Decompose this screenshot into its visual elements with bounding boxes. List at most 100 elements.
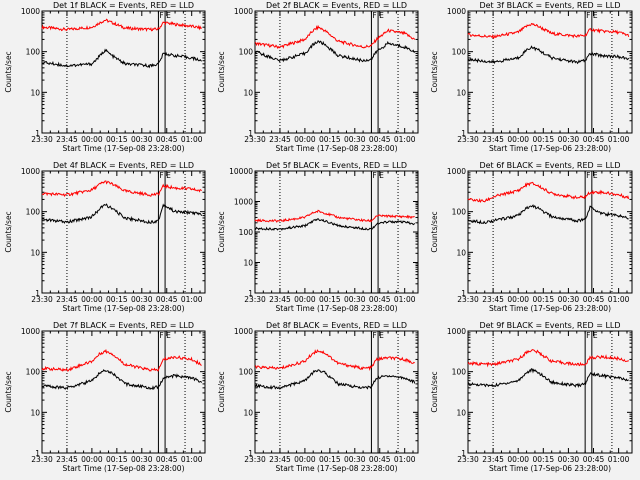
- x-tick-label: 00:45: [369, 135, 391, 144]
- y-tick-label: 1: [248, 449, 253, 458]
- time-marker-label: E: [166, 331, 171, 340]
- y-tick-label: 1000: [447, 327, 466, 336]
- plot-frame: [41, 170, 206, 294]
- x-axis-title: Start Time (17-Sep-08 23:28:00): [63, 144, 185, 153]
- lld-rate-line: [41, 348, 202, 372]
- x-tick-label: 00:45: [583, 135, 605, 144]
- y-tick-label: 10: [30, 408, 40, 417]
- x-tick-label: 00:00: [81, 135, 103, 144]
- y-tick-label: 1000: [21, 167, 40, 176]
- x-tick-label: 23:30: [31, 295, 53, 304]
- events-rate-line: [41, 368, 203, 391]
- chart-panel: Det 2f BLACK = Events, RED = LLD 1 10 100 10…: [217, 1, 419, 153]
- x-tick-label: 00:45: [369, 295, 391, 304]
- y-tick-label: 1: [35, 289, 40, 298]
- x-axis-title: Start Time (17-Sep-06 23:28:00): [489, 144, 611, 153]
- y-axis-title: Counts/sec: [217, 371, 226, 412]
- x-axis-title: Start Time (17-Sep-08 23:28:00): [63, 464, 185, 473]
- lld-rate-line: [254, 209, 415, 223]
- x-axis-title: Start Time (17-Sep-08 23:28:00): [276, 304, 398, 313]
- y-tick-label: 1000: [234, 198, 253, 207]
- y-tick-label: 1: [35, 129, 40, 138]
- time-marker-label: E: [379, 11, 384, 20]
- y-tick-label: 100: [26, 368, 41, 377]
- x-tick-label: 00:15: [106, 135, 128, 144]
- x-tick-label: 01:00: [394, 455, 416, 464]
- chart-title: Det 1f BLACK = Events, RED = LLD: [53, 1, 194, 10]
- x-tick-label: 00:00: [81, 295, 103, 304]
- time-marker-label: F: [159, 11, 163, 20]
- y-tick-label: 1: [461, 289, 466, 298]
- x-tick-label: 00:15: [319, 295, 341, 304]
- x-tick-label: 00:15: [106, 455, 128, 464]
- x-tick-label: 23:45: [56, 135, 78, 144]
- x-tick-label: 23:45: [482, 455, 504, 464]
- chart-panel: Det 8f BLACK = Events, RED = LLD 1 10 100 10…: [217, 321, 419, 473]
- y-tick-label: 1: [461, 129, 466, 138]
- x-tick-label: 00:45: [156, 295, 178, 304]
- y-tick-label: 100: [26, 208, 41, 217]
- time-marker-label: F: [372, 171, 376, 180]
- y-tick-label: 10: [456, 408, 466, 417]
- y-tick-label: 10: [456, 248, 466, 257]
- plot-frame: [254, 330, 419, 454]
- x-tick-label: 00:00: [294, 135, 316, 144]
- x-tick-label: 00:45: [583, 295, 605, 304]
- x-tick-label: 00:30: [344, 135, 366, 144]
- x-tick-label: 01:00: [181, 295, 203, 304]
- plot-frame: [467, 170, 633, 294]
- y-tick-label: 100: [26, 48, 41, 57]
- y-tick-label: 1000: [21, 7, 40, 16]
- x-tick-label: 23:30: [244, 135, 266, 144]
- events-rate-line: [254, 39, 416, 63]
- x-tick-label: 00:15: [319, 455, 341, 464]
- events-rate-line: [467, 45, 630, 65]
- time-marker-label: F: [159, 331, 163, 340]
- time-marker-label: F: [372, 331, 376, 340]
- chart-panel: Det 4f BLACK = Events, RED = LLD 1 10 100 10…: [4, 161, 206, 313]
- x-tick-label: 01:00: [181, 135, 203, 144]
- y-tick-label: 1000: [234, 327, 253, 336]
- y-tick-label: 100: [239, 228, 254, 237]
- y-tick-label: 100: [452, 48, 467, 57]
- y-tick-label: 10000: [229, 167, 253, 176]
- x-tick-label: 00:00: [81, 455, 103, 464]
- y-axis-title: Counts/sec: [217, 211, 226, 252]
- y-tick-label: 10: [243, 408, 253, 417]
- x-tick-label: 23:30: [457, 295, 479, 304]
- x-tick-label: 00:15: [319, 135, 341, 144]
- x-tick-label: 00:45: [369, 455, 391, 464]
- plot-frame: [254, 10, 419, 134]
- y-axis-title: Counts/sec: [4, 51, 13, 92]
- time-marker-label: E: [593, 11, 598, 20]
- y-axis-title: Counts/sec: [430, 211, 439, 252]
- x-axis-title: Start Time (17-Sep-06 23:28:00): [489, 304, 611, 313]
- time-marker-label: E: [379, 171, 384, 180]
- chart-panel: Det 9f BLACK = Events, RED = LLD 1 10 100 10…: [430, 321, 633, 473]
- chart-panel: Det 1f BLACK = Events, RED = LLD 1 10 100 10…: [4, 1, 206, 153]
- plot-frame: [467, 10, 633, 134]
- x-tick-label: 00:15: [532, 455, 554, 464]
- x-tick-label: 00:15: [106, 295, 128, 304]
- x-axis-title: Start Time (17-Sep-08 23:28:00): [276, 144, 398, 153]
- x-tick-label: 00:30: [558, 295, 580, 304]
- x-tick-label: 23:30: [244, 455, 266, 464]
- x-tick-label: 01:00: [181, 455, 203, 464]
- time-marker-label: E: [593, 171, 598, 180]
- plot-frame: [41, 330, 206, 454]
- x-tick-label: 00:00: [507, 455, 529, 464]
- x-tick-label: 23:45: [482, 135, 504, 144]
- y-tick-label: 100: [239, 368, 254, 377]
- x-tick-label: 23:45: [269, 455, 291, 464]
- chart-title: Det 3f BLACK = Events, RED = LLD: [479, 1, 620, 10]
- chart-title: Det 9f BLACK = Events, RED = LLD: [479, 321, 620, 330]
- lld-rate-line: [254, 349, 415, 371]
- time-marker-label: F: [372, 11, 376, 20]
- x-tick-label: 00:15: [532, 135, 554, 144]
- events-rate-line: [41, 48, 203, 69]
- chart-panel: Det 6f BLACK = Events, RED = LLD 1 10 100 10…: [430, 161, 633, 313]
- y-axis-title: Counts/sec: [430, 371, 439, 412]
- events-rate-line: [41, 203, 203, 225]
- x-tick-label: 01:00: [394, 135, 416, 144]
